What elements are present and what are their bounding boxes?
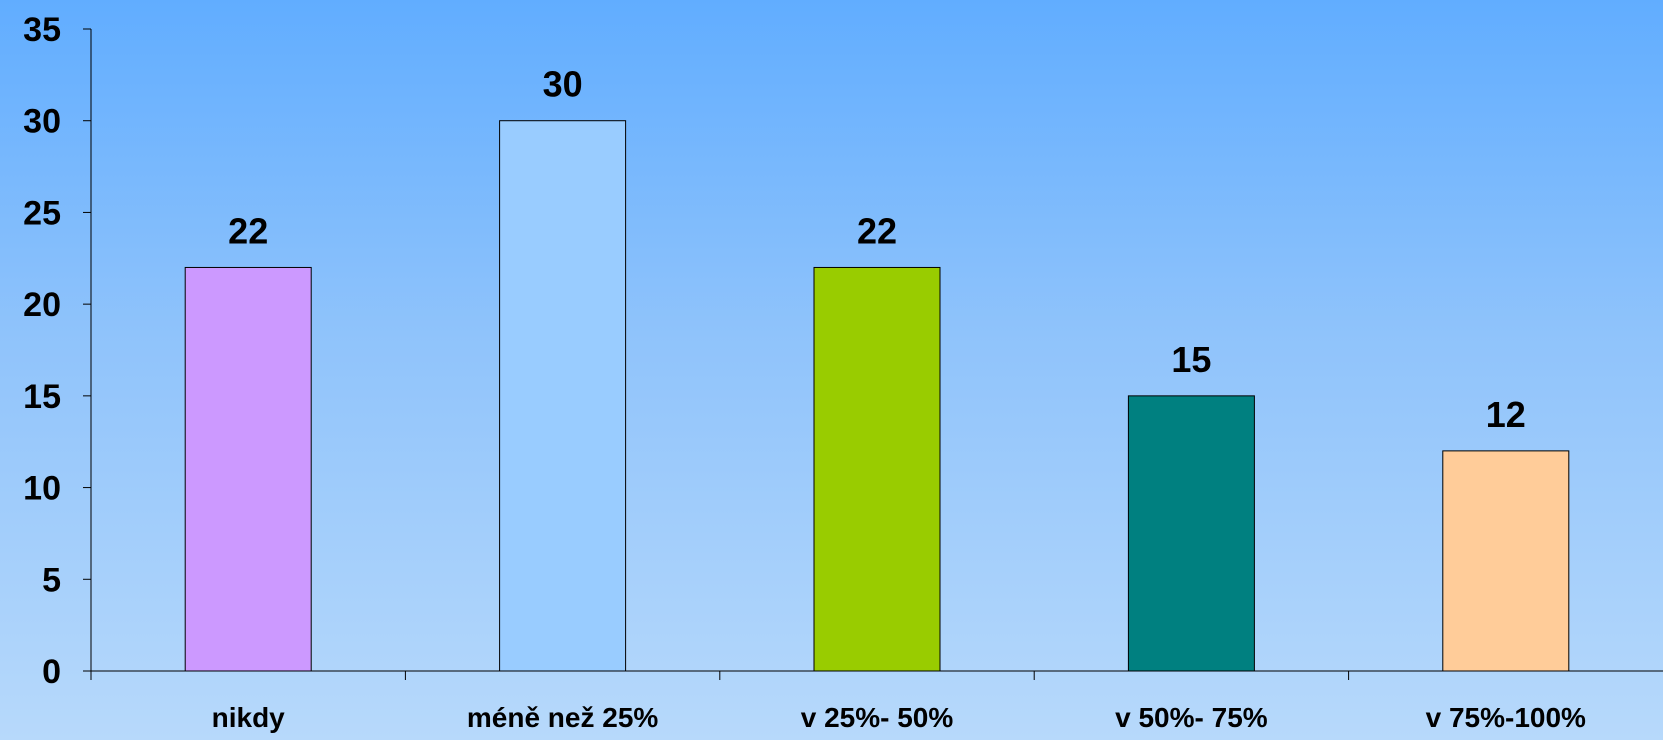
bars: [184, 120, 1570, 672]
y-tick-label: 30: [23, 103, 61, 141]
category-label-1: méně než 25%: [467, 702, 659, 733]
bar-0: [184, 266, 312, 672]
bar-3: [1127, 395, 1255, 672]
bar-4: [1442, 450, 1570, 672]
category-label-3: v 50%- 75%: [1115, 702, 1268, 733]
data-label-2: 22: [857, 210, 897, 251]
bar-1: [499, 120, 627, 672]
data-label-3: 15: [1171, 339, 1211, 380]
data-label-1: 30: [543, 64, 583, 105]
y-tick-label: 0: [42, 653, 61, 691]
data-labels: 22 30 22 15 12: [228, 64, 1526, 435]
category-label-0: nikdy: [212, 702, 286, 733]
y-tick-label: 35: [23, 11, 61, 49]
y-axis: 0 5 10 15 20 25 30 35: [23, 11, 92, 691]
data-label-0: 22: [228, 210, 268, 251]
y-tick-label: 20: [23, 286, 61, 324]
x-axis: nikdy méně než 25% v 25%- 50% v 50%- 75% v 7…: [90, 670, 1663, 733]
y-tick-label: 25: [23, 194, 61, 232]
category-label-4: v 75%-100%: [1426, 702, 1586, 733]
y-tick-label: 15: [23, 378, 61, 416]
y-tick-label: 5: [42, 561, 61, 599]
y-tick-label: 10: [23, 470, 61, 508]
category-label-2: v 25%- 50%: [801, 702, 954, 733]
bar-2: [813, 266, 941, 672]
data-label-4: 12: [1486, 394, 1526, 435]
